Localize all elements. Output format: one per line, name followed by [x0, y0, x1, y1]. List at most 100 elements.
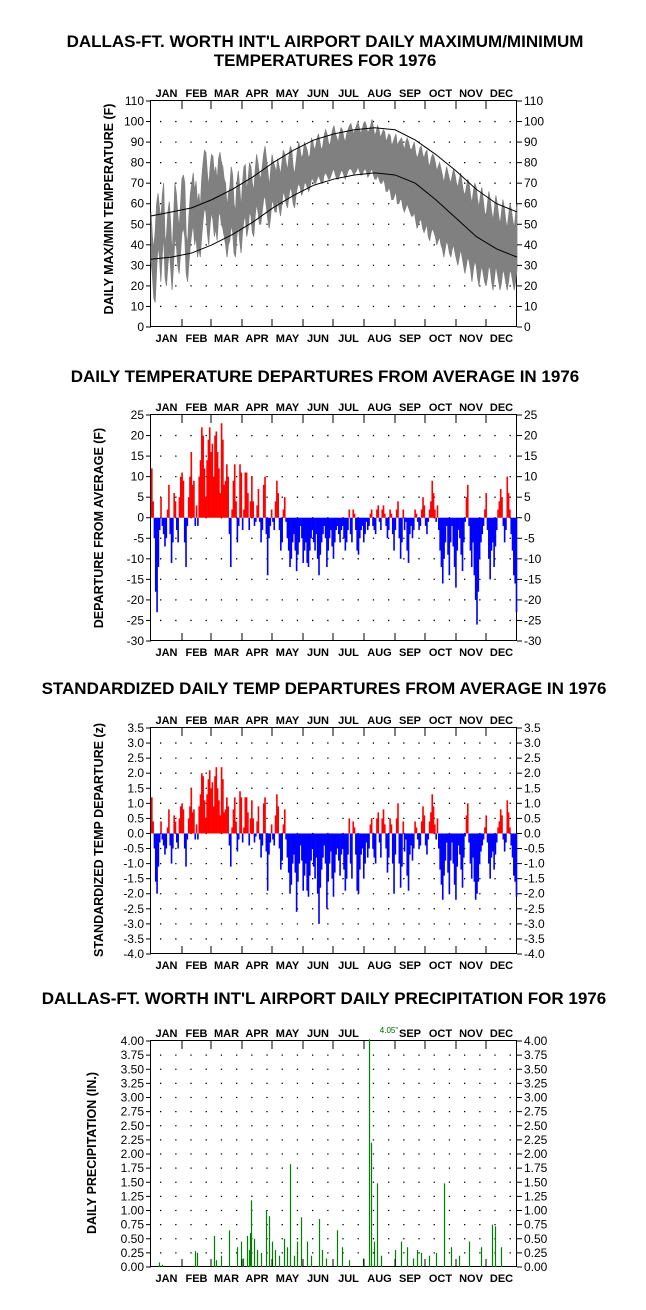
month-label-bottom: OCT [429, 647, 453, 659]
departure-bar [434, 824, 436, 834]
y-tick-label-left: 60 [131, 197, 145, 211]
departure-bar [377, 812, 380, 834]
standardized-y-ticks: -4.0 -4.0-3.5 -3.5-3.0 -3.0-2.5 -2.5-2.0 -2.0… [123, 721, 545, 961]
y-tick-label-right: -2.5 [524, 902, 545, 916]
departure-bar [357, 517, 360, 555]
departure-bar [472, 833, 474, 858]
departure-bar [474, 833, 477, 900]
departure-bar [315, 517, 318, 535]
departure-bar [497, 827, 499, 834]
departure-bar [255, 517, 257, 522]
departure-bar [348, 509, 351, 518]
departure-bar [152, 821, 154, 834]
departure-bar [355, 833, 357, 855]
month-label-top: FEB [186, 88, 208, 100]
departure-bar [353, 513, 356, 518]
y-tick-label-left: 1.5 [127, 781, 144, 795]
y-tick-label-right: 0.75 [524, 1218, 548, 1232]
departure-bar [244, 797, 247, 834]
departure-bar [193, 480, 195, 518]
departure-bar [269, 517, 272, 526]
departure-bar [401, 517, 403, 543]
y-tick-label-right: 40 [524, 238, 538, 252]
y-tick-label-left: 1.0 [127, 796, 144, 810]
departure-bar [290, 517, 293, 559]
departure-bar [278, 833, 281, 849]
month-label-bottom: MAY [276, 647, 300, 659]
month-label-bottom: SEP [399, 647, 421, 659]
departure-bar [419, 833, 422, 846]
month-label-top: JUL [338, 88, 359, 100]
departure-bar [422, 806, 424, 834]
departure-bar [477, 833, 480, 882]
departure-bar [377, 505, 380, 518]
month-label-top: MAY [276, 1028, 300, 1040]
y-tick-label-right: 60 [524, 197, 538, 211]
y-tick-label-right: 3.00 [524, 1091, 548, 1105]
departure-bar [401, 833, 403, 867]
departure-bar [265, 833, 268, 852]
departure-bar [308, 833, 311, 876]
month-label-bottom: AUG [367, 960, 391, 972]
departure-bar [480, 833, 482, 852]
departure-bar [494, 833, 497, 855]
departure-bar [452, 833, 455, 864]
departure-bar [253, 517, 256, 526]
departure-bar [419, 517, 422, 526]
departure-bar [410, 517, 412, 526]
departure-bar [178, 497, 181, 518]
departure-bar [391, 833, 394, 864]
departure-bar [352, 509, 355, 518]
departure-bar [330, 517, 332, 531]
departure-bar [514, 833, 516, 882]
departure-bar [490, 833, 493, 858]
standardized-month-ticks [181, 728, 487, 954]
departure-bar [154, 517, 157, 592]
departure-bar [382, 809, 385, 834]
normal-max-line [150, 127, 518, 217]
precipitation-max-annotation: 4.05" [380, 1026, 399, 1035]
departure-bar [484, 509, 486, 518]
month-label-top: MAY [276, 715, 300, 727]
departure-bar [272, 833, 274, 840]
month-label-bottom: JUN [307, 960, 329, 972]
month-label-top: OCT [429, 1028, 453, 1040]
departure-bar [445, 833, 448, 843]
departure-bar [381, 509, 384, 518]
departure-bar [398, 517, 401, 539]
y-tick-label-left: 0.75 [121, 1218, 145, 1232]
departure-bar [469, 833, 472, 864]
departure-bar [366, 517, 369, 531]
departure-bar [411, 517, 414, 539]
month-label-bottom: MAY [276, 960, 300, 972]
departure-bar [216, 788, 219, 834]
month-label-top: AUG [367, 88, 391, 100]
departure-bar [191, 484, 194, 518]
month-label-top: NOV [459, 715, 484, 727]
y-tick-label-right: 15 [524, 449, 538, 463]
y-tick-label-left: 40 [131, 238, 145, 252]
precipitation-plot-frame [150, 1040, 517, 1267]
departure-bar [456, 517, 459, 551]
departure-bar [236, 517, 239, 543]
departure-bar [168, 809, 170, 834]
departure-bar [355, 517, 357, 531]
y-tick-label-right: 0.0 [524, 826, 541, 840]
departure-bar [497, 509, 499, 518]
y-tick-label-left: 0 [137, 320, 144, 334]
y-tick-label-right: 3.5 [524, 721, 541, 735]
departure-bar [440, 517, 443, 568]
departure-bar [164, 833, 166, 855]
departure-bar [162, 517, 165, 535]
departure-bar [239, 464, 241, 518]
departure-bar [308, 517, 311, 551]
departure-bar [191, 812, 194, 834]
y-tick-label-left: 0.50 [121, 1232, 145, 1246]
departure-bar [498, 821, 501, 834]
departure-bar [223, 812, 226, 834]
departure-bar [173, 815, 175, 834]
y-tick-label-left: -15 [127, 572, 145, 586]
month-label-top: DEC [490, 88, 513, 100]
departure-bar [381, 818, 384, 834]
departure-bar [260, 833, 262, 858]
